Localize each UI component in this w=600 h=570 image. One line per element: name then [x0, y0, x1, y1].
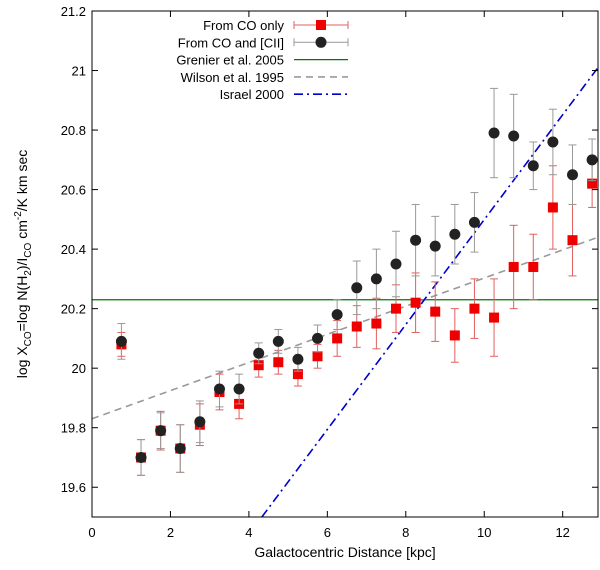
- legend: From CO only From CO and [CII] Grenier et …: [176, 18, 349, 102]
- data-point-co-only: [410, 297, 421, 308]
- data-point-co-only: [253, 360, 264, 371]
- legend-label: From CO and [CII]: [178, 35, 284, 50]
- data-point-co-and-cii: [174, 443, 186, 455]
- data-point-co-and-cii: [468, 216, 480, 228]
- data-point-co-only: [312, 351, 323, 362]
- legend-label: Wilson et al. 1995: [181, 70, 284, 85]
- data-series-layer: [115, 87, 598, 476]
- data-point-co-and-cii: [155, 425, 167, 437]
- data-point-co-and-cii: [429, 240, 441, 252]
- data-point-co-only: [587, 178, 598, 189]
- legend-label: Grenier et al. 2005: [176, 53, 284, 68]
- legend-marker-circle: [315, 36, 327, 48]
- y-tick-label: 21: [72, 64, 86, 79]
- data-point-co-only: [390, 303, 401, 314]
- y-tick-label: 19.6: [61, 480, 86, 495]
- y-tick-label: 20: [72, 361, 86, 376]
- data-point-co-only: [508, 261, 519, 272]
- data-point-co-and-cii: [194, 416, 206, 428]
- legend-marker-square: [316, 20, 326, 30]
- data-point-co-and-cii: [272, 335, 284, 347]
- data-point-co-only: [567, 235, 578, 246]
- data-point-co-and-cii: [508, 130, 520, 142]
- legend-label: From CO only: [203, 18, 284, 33]
- series-line-israel-2000: [261, 67, 598, 517]
- data-point-co-and-cii: [312, 332, 324, 344]
- x-tick-label: 4: [245, 525, 252, 540]
- x-tick-label: 6: [324, 525, 331, 540]
- data-point-co-only: [332, 333, 343, 344]
- data-point-co-and-cii: [292, 353, 304, 365]
- legend-label: Israel 2000: [220, 87, 284, 102]
- axis-ticks: 0 2 4 6 8 10 12 19.6 19.8 20 20.2 20.4 20.6 20.8 21 21.…: [61, 4, 598, 540]
- data-point-co-and-cii: [233, 383, 245, 395]
- x-tick-label: 8: [402, 525, 409, 540]
- x-tick-label: 10: [477, 525, 491, 540]
- reference-lines-layer: [92, 67, 598, 517]
- data-point-co-and-cii: [586, 154, 598, 166]
- data-point-co-only: [489, 312, 500, 323]
- data-point-co-and-cii: [115, 335, 127, 347]
- data-point-co-and-cii: [410, 234, 422, 246]
- y-tick-label: 20.2: [61, 302, 86, 317]
- y-tick-label: 20.8: [61, 123, 86, 138]
- x-tick-label: 2: [167, 525, 174, 540]
- data-point-co-only: [528, 261, 539, 272]
- y-tick-label: 21.2: [61, 4, 86, 19]
- data-point-co-only: [469, 303, 480, 314]
- y-tick-label: 19.8: [61, 421, 86, 436]
- data-point-co-and-cii: [527, 160, 539, 172]
- data-point-co-only: [430, 306, 441, 317]
- series-line-wilson-et-al-1995: [92, 236, 598, 420]
- x-axis-label: Galactocentric Distance [kpc]: [254, 544, 435, 560]
- data-point-co-only: [371, 318, 382, 329]
- data-point-co-and-cii: [135, 451, 147, 463]
- y-axis-label: log XCO=log N(H2)/ICO cm-2/K km sec: [13, 150, 34, 379]
- data-point-co-and-cii: [449, 228, 461, 240]
- data-point-co-and-cii: [351, 282, 363, 294]
- data-point-co-and-cii: [390, 258, 402, 270]
- data-point-co-and-cii: [213, 383, 225, 395]
- y-tick-label: 20.6: [61, 183, 86, 198]
- data-point-co-and-cii: [370, 273, 382, 285]
- plot-frame: [91, 10, 599, 518]
- x-tick-label: 12: [555, 525, 569, 540]
- x-tick-label: 0: [88, 525, 95, 540]
- data-point-co-only: [351, 321, 362, 332]
- data-point-co-and-cii: [547, 136, 559, 148]
- y-tick-label: 20.4: [61, 242, 86, 257]
- data-point-co-only: [449, 330, 460, 341]
- data-point-co-and-cii: [488, 127, 500, 139]
- data-point-co-only: [273, 357, 284, 368]
- data-point-co-only: [547, 202, 558, 213]
- data-point-co-and-cii: [567, 169, 579, 181]
- data-point-co-and-cii: [331, 309, 343, 321]
- data-point-co-only: [292, 369, 303, 380]
- data-point-co-and-cii: [253, 347, 265, 359]
